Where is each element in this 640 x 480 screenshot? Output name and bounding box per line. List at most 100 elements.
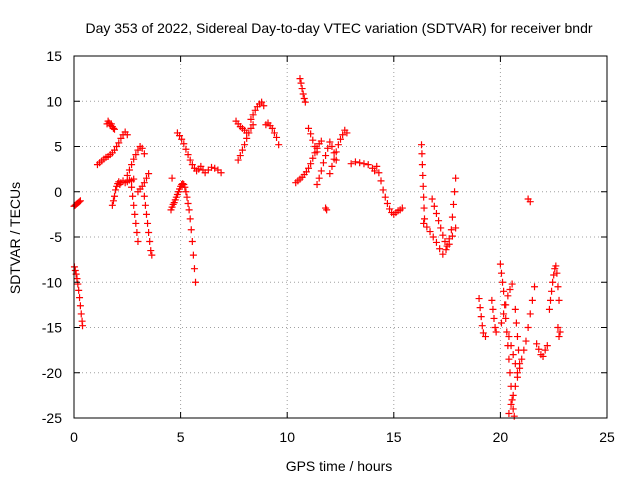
data-point	[319, 159, 327, 167]
data-point	[146, 238, 154, 246]
data-point	[241, 141, 249, 149]
data-point	[488, 296, 496, 304]
data-point	[142, 174, 150, 182]
data-point	[443, 242, 451, 250]
data-point	[234, 156, 242, 164]
data-point	[317, 167, 325, 175]
data-point	[508, 396, 516, 404]
data-point	[432, 238, 440, 246]
data-point	[541, 346, 549, 354]
data-point	[426, 228, 434, 236]
data-point	[555, 333, 563, 341]
data-point	[516, 360, 524, 368]
data-point	[552, 262, 560, 270]
data-point	[509, 391, 517, 399]
data-point	[243, 129, 251, 137]
data-point	[309, 136, 317, 144]
data-point	[496, 260, 504, 268]
data-point	[109, 197, 117, 205]
data-point	[418, 161, 426, 169]
data-point	[503, 328, 511, 336]
data-point	[326, 170, 334, 178]
data-point	[337, 135, 344, 143]
data-point	[307, 160, 315, 168]
data-point	[186, 215, 194, 223]
data-point	[76, 302, 84, 310]
data-point	[186, 156, 194, 164]
axis-ticks: 0 5 10 15 20 25 -25 -20 -15 -10 -5 0 5 10 15	[42, 48, 615, 445]
data-point	[315, 174, 323, 182]
data-point	[77, 310, 85, 318]
data-point	[507, 400, 515, 408]
data-point	[273, 133, 281, 141]
data-point	[197, 162, 205, 170]
data-point	[507, 342, 515, 350]
data-point	[134, 146, 142, 154]
data-point	[554, 283, 562, 291]
data-point	[508, 280, 516, 288]
data-point	[437, 224, 445, 232]
data-point	[178, 135, 186, 143]
data-point	[322, 152, 330, 160]
data-point	[554, 324, 562, 331]
y-tick-label: 0	[54, 184, 62, 200]
data-point	[179, 180, 187, 188]
data-point	[545, 305, 553, 313]
data-point	[326, 138, 334, 146]
data-point	[305, 164, 313, 172]
data-point	[506, 369, 514, 377]
data-point	[324, 144, 332, 152]
y-tick-label: -15	[42, 320, 62, 336]
data-point	[109, 124, 117, 132]
data-point	[497, 269, 505, 277]
data-point	[76, 197, 84, 205]
data-point	[506, 285, 514, 293]
data-point	[258, 98, 266, 106]
data-point	[188, 161, 196, 169]
data-point	[533, 340, 541, 348]
data-point	[492, 328, 500, 336]
data-point	[148, 251, 156, 259]
data-point	[528, 296, 536, 304]
data-point	[130, 201, 138, 209]
data-point	[247, 115, 255, 123]
data-point	[140, 192, 148, 200]
data-point	[505, 355, 513, 363]
data-point	[339, 131, 347, 139]
data-point	[553, 269, 561, 277]
data-point	[117, 134, 125, 142]
data-point	[268, 124, 276, 132]
data-point	[535, 345, 543, 353]
data-point	[323, 206, 331, 214]
data-point	[500, 287, 508, 295]
x-tick-label: 20	[493, 429, 509, 445]
data-point	[328, 143, 336, 150]
y-tick-label: 5	[54, 139, 62, 155]
data-point	[439, 250, 447, 258]
data-point	[373, 162, 381, 170]
data-point	[132, 151, 140, 159]
data-point	[144, 219, 152, 227]
data-point	[247, 124, 255, 132]
data-point	[429, 233, 437, 241]
data-point	[447, 226, 455, 234]
data-point	[249, 121, 257, 129]
data-point	[208, 163, 216, 171]
data-point	[430, 202, 438, 210]
data-point	[360, 160, 368, 168]
data-point	[147, 247, 155, 255]
data-point	[548, 287, 556, 295]
data-point	[180, 140, 188, 148]
data-point	[74, 280, 82, 288]
data-point	[133, 228, 141, 236]
data-point	[432, 209, 440, 217]
data-point	[420, 193, 428, 201]
data-point	[451, 188, 459, 196]
data-point	[123, 171, 131, 179]
data-point	[128, 183, 136, 191]
data-point	[145, 170, 153, 178]
data-point	[238, 146, 246, 154]
data-point	[475, 295, 483, 303]
data-point	[309, 154, 317, 162]
